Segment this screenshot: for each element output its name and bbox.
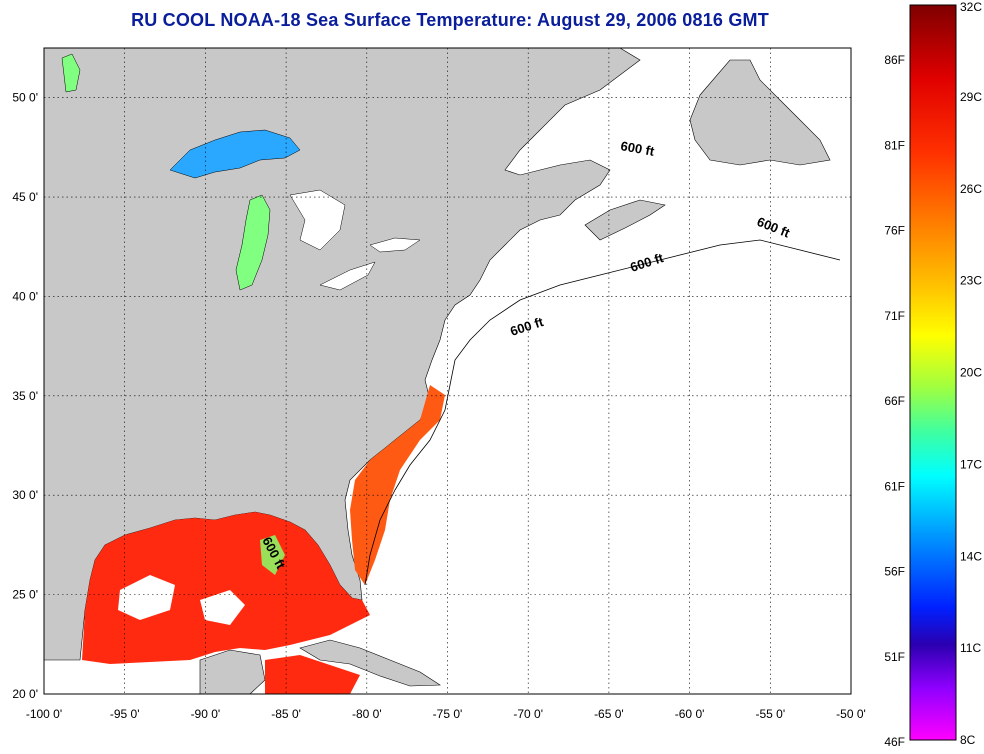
map-title: RU COOL NOAA-18 Sea Surface Temperature:… <box>131 10 769 30</box>
colorbar-celsius-label: 26C <box>960 182 982 196</box>
latitude-tick-label: 50 0' <box>12 91 38 105</box>
colorbar-fahrenheit-label: 66F <box>884 394 905 408</box>
longitude-tick-label: -85 0' <box>271 707 301 721</box>
colorbar-fahrenheit-label: 81F <box>884 138 905 152</box>
colorbar-fahrenheit-label: 46F <box>884 735 905 749</box>
colorbar-celsius-label: 11C <box>960 641 981 655</box>
cloud-patch-gulf <box>118 575 175 620</box>
lake-ontario <box>369 237 421 253</box>
latitude-tick-label: 20 0' <box>12 687 38 701</box>
colorbar-fahrenheit-label: 51F <box>884 650 905 664</box>
map-frame <box>43 47 852 695</box>
colorbar-celsius-labels: 32C 29C 26C 23C 20C 17C 14C 11C 8C <box>960 0 982 747</box>
longitude-tick-labels: -100 0' -95 0' -90 0' -85 0' -80 0' -75 0' -70… <box>26 707 866 721</box>
lake-huron <box>289 189 346 251</box>
colorbar-celsius-label: 14C <box>960 549 982 563</box>
colorbar-fahrenheit-label: 71F <box>884 309 905 323</box>
longitude-tick-label: -60 0' <box>675 707 705 721</box>
longitude-tick-label: -70 0' <box>513 707 543 721</box>
longitude-tick-label: -55 0' <box>755 707 785 721</box>
contour-label-600ft-1: 600 ft <box>619 138 656 159</box>
colorbar-gradient <box>909 4 957 741</box>
lake-superior <box>169 129 301 179</box>
lake-michigan <box>235 194 271 291</box>
colorbar-celsius-label: 32C <box>960 0 982 14</box>
colorbar-fahrenheit-label: 86F <box>884 53 905 67</box>
map-plot-area <box>44 48 851 694</box>
colorbar-fahrenheit-label: 56F <box>884 565 905 579</box>
sst-caribbean <box>265 655 360 694</box>
sst-gulf-of-mexico <box>82 512 370 664</box>
colorbar-fahrenheit-labels: 86F 81F 76F 71F 66F 61F 56F 51F 46F <box>884 53 905 749</box>
longitude-tick-label: -75 0' <box>433 707 463 721</box>
latitude-tick-labels: 20 0' 25 0' 30 0' 35 0' 40 0' 45 0' 50 0' <box>12 91 38 701</box>
latitude-tick-label: 35 0' <box>12 389 38 403</box>
lake-erie <box>319 261 376 291</box>
latitude-tick-label: 25 0' <box>12 588 38 602</box>
colorbar-celsius-label: 23C <box>960 274 982 288</box>
longitude-tick-label: -65 0' <box>594 707 624 721</box>
colorbar: 86F 81F 76F 71F 66F 61F 56F 51F 46F 32C 29C 26C 23C… <box>884 0 982 749</box>
land-nova-scotia <box>584 199 666 241</box>
longitude-tick-label: -90 0' <box>191 707 221 721</box>
cloud-patch-gulf-2 <box>200 590 245 625</box>
latitude-tick-label: 30 0' <box>12 488 38 502</box>
longitude-tick-label: -95 0' <box>110 707 140 721</box>
colorbar-celsius-label: 8C <box>960 733 976 747</box>
land-newfoundland <box>689 59 831 166</box>
longitude-tick-label: -80 0' <box>352 707 382 721</box>
sst-cool-patch <box>260 535 285 575</box>
colorbar-fahrenheit-label: 61F <box>884 479 905 493</box>
colorbar-fahrenheit-label: 76F <box>884 224 905 238</box>
latitude-tick-label: 40 0' <box>12 289 38 303</box>
latitude-tick-label: 45 0' <box>12 190 38 204</box>
colorbar-celsius-label: 29C <box>960 90 982 104</box>
longitude-tick-label: -50 0' <box>836 707 866 721</box>
sst-gulf-stream <box>350 385 445 585</box>
land-cuba <box>299 639 441 687</box>
longitude-tick-label: -100 0' <box>26 707 62 721</box>
lake-winnipeg <box>61 53 81 93</box>
colorbar-celsius-label: 17C <box>960 457 982 471</box>
contour-600ft <box>364 239 841 586</box>
land-yucatan <box>199 649 266 694</box>
colorbar-celsius-label: 20C <box>960 366 982 380</box>
